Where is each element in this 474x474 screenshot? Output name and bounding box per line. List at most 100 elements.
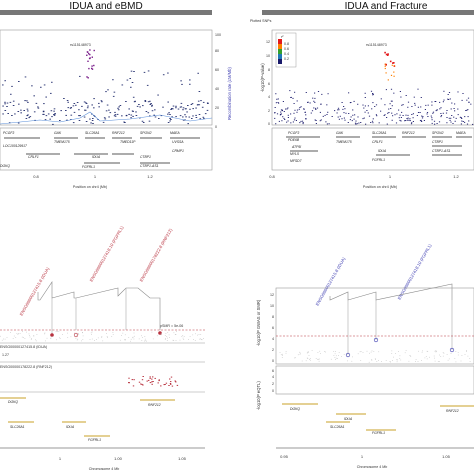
gwas-point (352, 356, 353, 358)
snp-point (125, 115, 128, 117)
snp-point (427, 116, 429, 117)
gwas-point (90, 332, 92, 334)
gwas-point (338, 355, 339, 356)
snp-point (53, 108, 56, 110)
snp-point (283, 111, 285, 112)
snp-point (445, 112, 448, 114)
snp-point (319, 120, 321, 122)
snp-point (316, 107, 319, 109)
snp-point (366, 110, 368, 111)
gwas-point (141, 340, 143, 341)
gene-label: IDUA (92, 155, 101, 159)
snp-point (391, 105, 393, 107)
snp-point (88, 67, 90, 70)
gwas-point (124, 334, 126, 336)
snp-point (287, 117, 289, 118)
gene-label: IDUA (66, 425, 75, 429)
snp-point (87, 60, 89, 62)
gwas-point (189, 336, 191, 337)
snp-point (51, 81, 53, 83)
snp-point (179, 115, 182, 117)
snp-point (384, 63, 386, 65)
ebmd-y2-tick: 100 (215, 33, 221, 37)
snp-point (443, 90, 445, 92)
eqtl-point (169, 383, 172, 384)
snp-point (12, 105, 15, 106)
gwas-point (201, 339, 202, 340)
gwas-point (381, 361, 382, 362)
snp-point (197, 104, 199, 106)
snp-point (175, 105, 177, 107)
snp-point (169, 118, 171, 119)
snp-point (11, 85, 13, 87)
snp-point (411, 122, 413, 124)
gwas-point (91, 331, 93, 333)
snp-point (313, 107, 315, 109)
snp-point (294, 109, 296, 111)
gene-label: SLC26A1 (10, 425, 25, 429)
snp-point (345, 112, 347, 114)
snp-point (280, 109, 283, 111)
gwas-point (376, 361, 378, 362)
snp-point (189, 108, 191, 110)
snp-point (296, 109, 299, 111)
snp-point (42, 110, 45, 112)
snp-point (460, 123, 462, 125)
gwas-point (35, 339, 36, 341)
eqtl-point (175, 381, 177, 383)
gwas-point (417, 361, 419, 362)
gwas-point (371, 359, 373, 361)
gene-label: PDE6B (288, 138, 300, 142)
snp-point (157, 94, 159, 96)
gwas-point (12, 338, 14, 339)
eqtl-right-ylabel-top: -log10(P GWAS or SMR) (256, 299, 261, 346)
gwas-point (188, 339, 189, 340)
snp-point (154, 109, 156, 111)
gwas-point (19, 333, 21, 334)
gwas-point (58, 331, 60, 332)
gwas-point (199, 339, 201, 340)
snp-point (406, 118, 408, 119)
gwas-point (55, 331, 57, 332)
snp-point (103, 117, 106, 119)
eqtl-left-x-tick: 1.00 (114, 456, 123, 461)
snp-point (138, 104, 140, 105)
gwas-point (438, 361, 440, 362)
snp-point (169, 120, 171, 122)
gwas-point (437, 361, 439, 362)
snp-point (372, 93, 374, 95)
snp-point (392, 115, 394, 117)
snp-point (337, 107, 340, 109)
r2-legend-title: r² (281, 35, 284, 39)
eqtl-point (132, 385, 135, 387)
gwas-point (89, 339, 91, 340)
gwas-point (324, 351, 325, 352)
snp-point (305, 118, 307, 120)
snp-point (54, 113, 56, 115)
snp-point (344, 119, 346, 121)
eqtl-point (140, 383, 142, 385)
eqtl-point (151, 383, 153, 385)
eqtl-point (149, 382, 152, 384)
snp-point (324, 114, 326, 116)
gwas-point (434, 360, 436, 362)
gwas-point (447, 359, 449, 361)
gene-label: CTBP1 (140, 155, 151, 159)
snp-point (153, 114, 155, 116)
snp-point (454, 110, 456, 112)
snp-point (78, 120, 81, 121)
snp-point (133, 71, 135, 72)
eqtl-right-connectors (329, 283, 453, 301)
snp-point (393, 75, 395, 77)
gwas-point (360, 351, 362, 352)
snp-point (65, 110, 67, 111)
snp-point (78, 109, 80, 111)
eqtl-right-y-tick: 12 (270, 293, 274, 297)
snp-point (4, 101, 6, 103)
snp-point (462, 121, 464, 122)
gwas-point (330, 358, 332, 360)
gwas-point (389, 361, 391, 362)
snp-point (285, 108, 287, 110)
snp-point (452, 123, 454, 124)
